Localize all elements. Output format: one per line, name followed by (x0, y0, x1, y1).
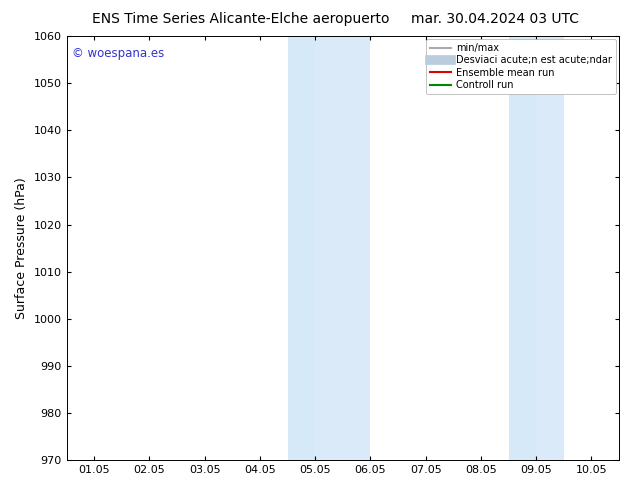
Text: ENS Time Series Alicante-Elche aeropuerto: ENS Time Series Alicante-Elche aeropuert… (92, 12, 390, 26)
Bar (288, 36, 315, 460)
Text: mar. 30.04.2024 03 UTC: mar. 30.04.2024 03 UTC (411, 12, 578, 26)
Bar (536, 36, 564, 460)
Text: © woespana.es: © woespana.es (72, 47, 164, 60)
Bar (508, 36, 536, 460)
Bar (315, 36, 370, 460)
Y-axis label: Surface Pressure (hPa): Surface Pressure (hPa) (15, 177, 28, 319)
Legend: min/max, Desviaci acute;n est acute;ndar, Ensemble mean run, Controll run: min/max, Desviaci acute;n est acute;ndar… (426, 39, 616, 94)
